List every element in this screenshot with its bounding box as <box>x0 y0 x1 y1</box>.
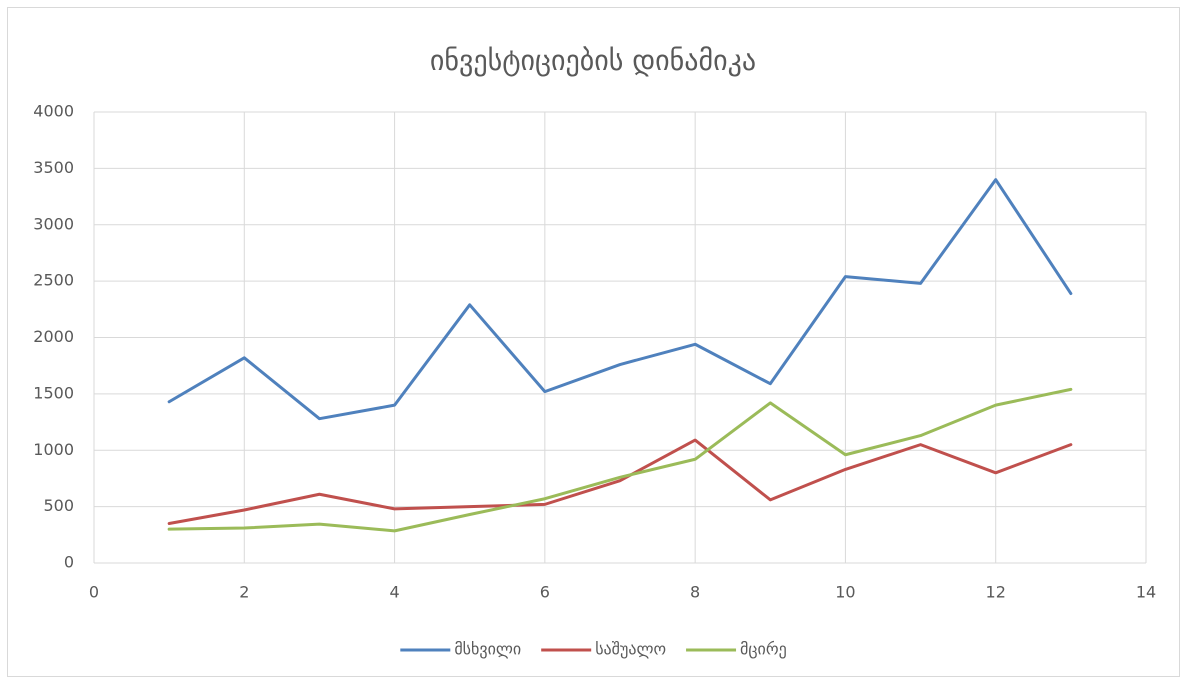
x-tick-label: 12 <box>986 583 1006 602</box>
chart-title: ინვესტიციების დინამიკა <box>430 44 756 77</box>
x-tick-label: 6 <box>540 583 550 602</box>
x-tick-label: 2 <box>239 583 249 602</box>
y-tick-label: 2500 <box>33 271 74 290</box>
y-tick-label: 4000 <box>33 102 74 121</box>
legend-label: მსხვილი <box>454 640 521 659</box>
y-tick-label: 3000 <box>33 214 74 233</box>
chart-frame <box>7 7 1180 677</box>
y-tick-label: 3500 <box>33 158 74 177</box>
y-tick-label: 1500 <box>33 383 74 402</box>
line-series <box>167 178 1073 421</box>
y-tick-label: 0 <box>64 553 74 572</box>
line-series <box>167 387 1073 533</box>
x-tick-label: 14 <box>1136 583 1156 602</box>
x-tick-label: 8 <box>690 583 700 602</box>
y-tick-label: 2000 <box>33 327 74 346</box>
x-tick-label: 4 <box>389 583 399 602</box>
x-tick-label: 0 <box>89 583 99 602</box>
y-tick-label: 500 <box>43 496 74 515</box>
legend-label: საშუალო <box>595 640 666 659</box>
line-series <box>167 438 1073 526</box>
legend-label: მცირე <box>740 640 787 659</box>
y-tick-label: 1000 <box>33 440 74 459</box>
x-tick-label: 10 <box>835 583 855 602</box>
